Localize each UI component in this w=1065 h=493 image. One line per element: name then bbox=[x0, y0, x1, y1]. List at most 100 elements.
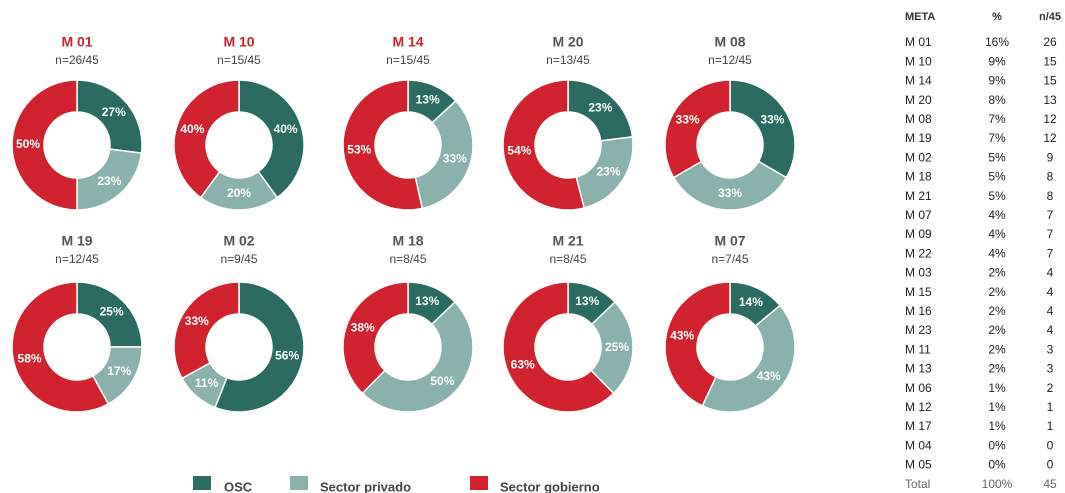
table-cell: M 18 bbox=[905, 170, 932, 184]
segment-label: 33% bbox=[760, 113, 784, 127]
chart-subtitle: n=12/45 bbox=[708, 53, 752, 67]
table-cell: M 16 bbox=[905, 304, 932, 318]
table-cell: 5% bbox=[988, 150, 1006, 164]
table-cell: M 15 bbox=[905, 285, 932, 299]
table-cell: 5% bbox=[988, 170, 1006, 184]
donut-segment bbox=[76, 281, 143, 348]
table-cell: 4 bbox=[1047, 285, 1054, 299]
table-cell: M 08 bbox=[905, 112, 932, 126]
donut-segment bbox=[672, 160, 788, 211]
donut-segment bbox=[664, 281, 731, 407]
segment-label: 25% bbox=[605, 340, 629, 354]
segment-label: 33% bbox=[718, 186, 742, 200]
donut-segment bbox=[11, 281, 110, 413]
chart-subtitle: n=13/45 bbox=[546, 53, 590, 67]
table-cell: 0 bbox=[1047, 458, 1054, 472]
table-cell: 12 bbox=[1043, 112, 1057, 126]
table-cell: 3 bbox=[1047, 342, 1054, 356]
table-cell: M 06 bbox=[905, 381, 932, 395]
legend-swatch bbox=[470, 476, 488, 490]
table-cell: M 19 bbox=[905, 131, 932, 145]
table-cell: 8 bbox=[1047, 189, 1054, 203]
table-cell: 7 bbox=[1047, 208, 1054, 222]
table-cell: 9 bbox=[1047, 150, 1054, 164]
donut-segment bbox=[76, 79, 143, 154]
table-cell: 4 bbox=[1047, 304, 1054, 318]
donut-segment bbox=[342, 79, 424, 211]
segment-label: 23% bbox=[597, 165, 621, 179]
segment-label: 23% bbox=[97, 174, 121, 188]
segment-label: 54% bbox=[507, 143, 531, 157]
chart-title: M 20 bbox=[552, 34, 583, 50]
table-cell: 13 bbox=[1043, 93, 1057, 107]
table-cell: 2% bbox=[988, 266, 1006, 280]
donut-segment bbox=[214, 281, 305, 413]
chart-subtitle: n=7/45 bbox=[711, 252, 748, 266]
chart-subtitle: n=8/45 bbox=[389, 252, 426, 266]
table-cell: 4% bbox=[988, 227, 1006, 241]
table-cell: 0% bbox=[988, 458, 1006, 472]
segment-label: 40% bbox=[274, 122, 298, 136]
donut-segment bbox=[173, 79, 240, 199]
chart-subtitle: n=9/45 bbox=[220, 252, 257, 266]
table-cell: 8% bbox=[988, 93, 1006, 107]
table-cell: 7 bbox=[1047, 246, 1054, 260]
segment-label: 50% bbox=[16, 137, 40, 151]
donut-segment bbox=[361, 301, 474, 413]
segment-label: 13% bbox=[415, 294, 439, 308]
segment-label: 23% bbox=[588, 100, 612, 114]
segment-label: 20% bbox=[227, 186, 251, 200]
table-cell: 7% bbox=[988, 131, 1006, 145]
table-cell: 9% bbox=[988, 74, 1006, 88]
chart-subtitle: n=12/45 bbox=[55, 252, 99, 266]
table-total: Total bbox=[905, 477, 930, 491]
table-cell: 4 bbox=[1047, 323, 1054, 337]
table-cell: M 21 bbox=[905, 189, 932, 203]
chart-title: M 10 bbox=[223, 34, 254, 50]
segment-label: 53% bbox=[347, 143, 371, 157]
table-cell: 2% bbox=[988, 362, 1006, 376]
donut-segment bbox=[701, 304, 796, 413]
segment-label: 63% bbox=[511, 358, 535, 372]
table-cell: M 23 bbox=[905, 323, 932, 337]
legend-swatch bbox=[290, 476, 308, 490]
donut-segment bbox=[342, 281, 409, 395]
table-cell: 15 bbox=[1043, 54, 1057, 68]
table-cell: M 02 bbox=[905, 150, 932, 164]
table-cell: 1% bbox=[988, 400, 1006, 414]
table-cell: M 10 bbox=[905, 54, 932, 68]
segment-label: 58% bbox=[18, 351, 42, 365]
chart-title: M 07 bbox=[714, 233, 745, 249]
segment-label: 13% bbox=[575, 294, 599, 308]
table-cell: 1 bbox=[1047, 400, 1054, 414]
table-cell: 15 bbox=[1043, 74, 1057, 88]
table-cell: M 04 bbox=[905, 438, 932, 452]
chart-title: M 19 bbox=[61, 233, 92, 249]
chart-title: M 18 bbox=[392, 233, 423, 249]
table-cell: 5% bbox=[988, 189, 1006, 203]
table-cell: 2% bbox=[988, 285, 1006, 299]
table-cell: 12 bbox=[1043, 131, 1057, 145]
chart-title: M 21 bbox=[552, 233, 583, 249]
table-cell: 2% bbox=[988, 342, 1006, 356]
table-cell: 1 bbox=[1047, 419, 1054, 433]
table-cell: 2% bbox=[988, 323, 1006, 337]
table-cell: 9% bbox=[988, 54, 1006, 68]
chart-subtitle: n=26/45 bbox=[55, 53, 99, 67]
segment-label: 38% bbox=[351, 321, 375, 335]
table-cell: 7 bbox=[1047, 227, 1054, 241]
chart-title: M 14 bbox=[392, 34, 423, 50]
chart-subtitle: n=15/45 bbox=[386, 53, 430, 67]
table-cell: 7% bbox=[988, 112, 1006, 126]
table-cell: M 03 bbox=[905, 266, 932, 280]
segment-label: 14% bbox=[739, 295, 763, 309]
table-cell: M 17 bbox=[905, 419, 932, 433]
segment-label: 33% bbox=[185, 314, 209, 328]
legend-label: Sector gobierno bbox=[500, 479, 600, 493]
table-cell: M 13 bbox=[905, 362, 932, 376]
donut-segment bbox=[173, 281, 240, 380]
donut-segment bbox=[590, 301, 634, 395]
table-cell: 4% bbox=[988, 208, 1006, 222]
table-cell: 4 bbox=[1047, 266, 1054, 280]
